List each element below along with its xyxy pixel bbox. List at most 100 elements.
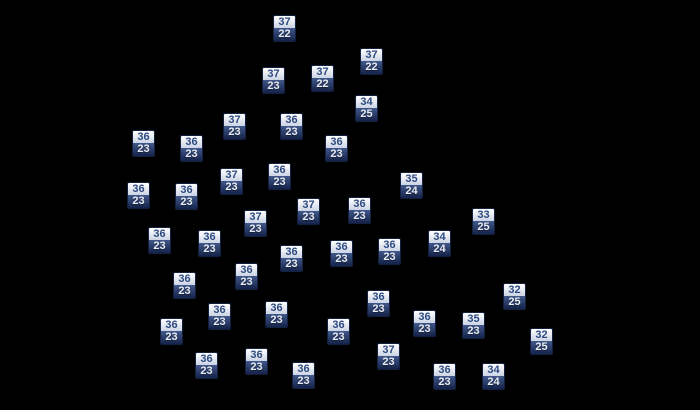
temp-marker[interactable]: 37 22 — [273, 15, 296, 42]
high-temp-value: 36 — [281, 114, 302, 126]
low-temp-value: 23 — [128, 195, 149, 208]
low-temp-value: 22 — [361, 61, 382, 74]
low-temp-value: 23 — [266, 314, 287, 327]
low-temp-value: 22 — [274, 28, 295, 41]
low-temp-value: 23 — [149, 240, 170, 253]
high-temp-value: 36 — [133, 131, 154, 143]
high-temp-value: 37 — [263, 68, 284, 80]
temp-marker[interactable]: 32 25 — [530, 328, 553, 355]
high-temp-value: 36 — [293, 363, 314, 375]
temp-marker[interactable]: 36 23 — [180, 135, 203, 162]
high-temp-value: 37 — [378, 344, 399, 356]
high-temp-value: 33 — [473, 209, 494, 221]
low-temp-value: 23 — [281, 126, 302, 139]
high-temp-value: 36 — [209, 304, 230, 316]
temp-marker[interactable]: 34 24 — [428, 230, 451, 257]
temp-marker[interactable]: 36 23 — [195, 352, 218, 379]
temp-marker[interactable]: 37 23 — [223, 113, 246, 140]
temp-marker[interactable]: 36 23 — [127, 182, 150, 209]
temp-marker[interactable]: 36 23 — [292, 362, 315, 389]
temp-marker[interactable]: 36 23 — [280, 113, 303, 140]
high-temp-value: 34 — [429, 231, 450, 243]
temp-marker[interactable]: 36 23 — [198, 230, 221, 257]
low-temp-value: 23 — [281, 258, 302, 271]
temp-marker[interactable]: 34 24 — [482, 363, 505, 390]
low-temp-value: 23 — [349, 210, 370, 223]
temp-marker[interactable]: 37 23 — [244, 210, 267, 237]
high-temp-value: 34 — [356, 96, 377, 108]
low-temp-value: 23 — [414, 323, 435, 336]
high-temp-value: 36 — [196, 353, 217, 365]
high-temp-value: 36 — [269, 164, 290, 176]
temp-marker[interactable]: 37 23 — [262, 67, 285, 94]
temp-marker[interactable]: 36 23 — [132, 130, 155, 157]
low-temp-value: 22 — [312, 78, 333, 91]
temp-marker[interactable]: 33 25 — [472, 208, 495, 235]
high-temp-value: 34 — [483, 364, 504, 376]
temp-marker[interactable]: 36 23 — [330, 240, 353, 267]
temp-marker[interactable]: 36 23 — [235, 263, 258, 290]
temp-marker[interactable]: 37 23 — [220, 168, 243, 195]
low-temp-value: 23 — [181, 148, 202, 161]
low-temp-value: 23 — [328, 331, 349, 344]
low-temp-value: 23 — [245, 223, 266, 236]
high-temp-value: 36 — [199, 231, 220, 243]
temp-marker[interactable]: 36 23 — [325, 135, 348, 162]
temp-marker[interactable]: 36 23 — [208, 303, 231, 330]
high-temp-value: 36 — [181, 136, 202, 148]
temp-marker[interactable]: 36 23 — [280, 245, 303, 272]
temp-marker[interactable]: 36 23 — [378, 238, 401, 265]
high-temp-value: 36 — [379, 239, 400, 251]
low-temp-value: 23 — [293, 375, 314, 388]
temp-marker[interactable]: 36 23 — [160, 318, 183, 345]
low-temp-value: 23 — [196, 365, 217, 378]
temp-marker[interactable]: 36 23 — [327, 318, 350, 345]
high-temp-value: 32 — [531, 329, 552, 341]
high-temp-value: 36 — [161, 319, 182, 331]
high-temp-value: 36 — [414, 311, 435, 323]
low-temp-value: 23 — [209, 316, 230, 329]
high-temp-value: 36 — [331, 241, 352, 253]
low-temp-value: 23 — [174, 285, 195, 298]
temp-marker[interactable]: 35 23 — [462, 312, 485, 339]
low-temp-value: 25 — [531, 341, 552, 354]
temp-marker[interactable]: 36 23 — [268, 163, 291, 190]
high-temp-value: 36 — [281, 246, 302, 258]
low-temp-value: 23 — [263, 80, 284, 93]
temp-marker[interactable]: 37 23 — [377, 343, 400, 370]
temp-marker[interactable]: 35 24 — [400, 172, 423, 199]
temp-marker[interactable]: 36 23 — [148, 227, 171, 254]
low-temp-value: 23 — [326, 148, 347, 161]
low-temp-value: 23 — [176, 196, 197, 209]
temp-marker[interactable]: 36 23 — [367, 290, 390, 317]
temp-marker[interactable]: 36 23 — [265, 301, 288, 328]
temp-marker[interactable]: 36 23 — [413, 310, 436, 337]
high-temp-value: 37 — [245, 211, 266, 223]
high-temp-value: 36 — [266, 302, 287, 314]
temp-marker[interactable]: 36 23 — [348, 197, 371, 224]
temp-marker[interactable]: 32 25 — [503, 283, 526, 310]
temp-marker[interactable]: 36 23 — [433, 363, 456, 390]
temp-marker[interactable]: 36 23 — [173, 272, 196, 299]
low-temp-value: 23 — [379, 251, 400, 264]
temp-marker[interactable]: 37 22 — [360, 48, 383, 75]
temp-marker[interactable]: 37 23 — [297, 198, 320, 225]
low-temp-value: 23 — [368, 303, 389, 316]
high-temp-value: 37 — [312, 66, 333, 78]
low-temp-value: 24 — [401, 185, 422, 198]
high-temp-value: 37 — [221, 169, 242, 181]
high-temp-value: 36 — [326, 136, 347, 148]
temp-marker[interactable]: 36 23 — [245, 348, 268, 375]
low-temp-value: 23 — [269, 176, 290, 189]
temp-marker[interactable]: 37 22 — [311, 65, 334, 92]
high-temp-value: 36 — [174, 273, 195, 285]
high-temp-value: 35 — [401, 173, 422, 185]
temp-marker[interactable]: 34 25 — [355, 95, 378, 122]
temp-marker[interactable]: 36 23 — [175, 183, 198, 210]
low-temp-value: 23 — [236, 276, 257, 289]
high-temp-value: 35 — [463, 313, 484, 325]
low-temp-value: 23 — [434, 376, 455, 389]
low-temp-value: 23 — [463, 325, 484, 338]
low-temp-value: 23 — [298, 211, 319, 224]
